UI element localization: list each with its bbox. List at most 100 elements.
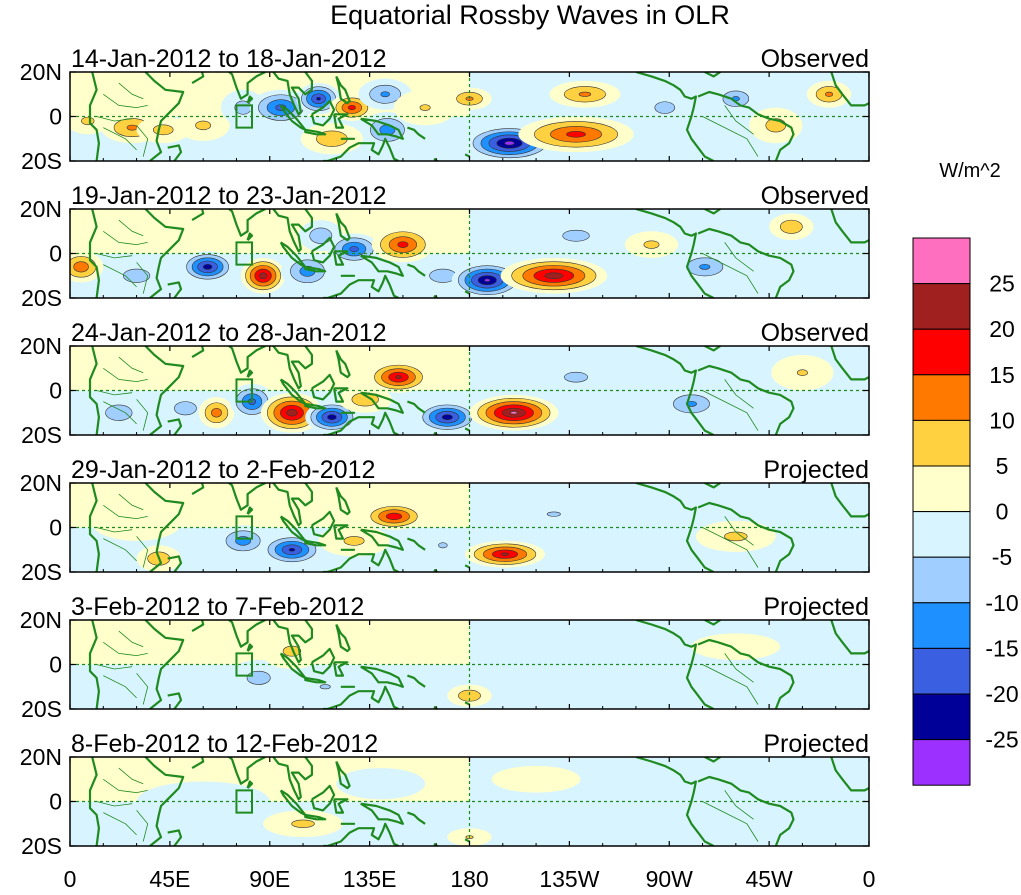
coastline	[360, 254, 404, 277]
panel-date-range: 3-Feb-2012 to 7-Feb-2012	[71, 593, 364, 621]
reference-box	[235, 241, 253, 266]
anomaly-contour	[504, 140, 515, 146]
coastline	[279, 789, 307, 816]
anomaly	[109, 262, 164, 290]
coastline	[88, 72, 100, 161]
coastline	[335, 624, 351, 653]
coastline	[88, 620, 100, 709]
anomaly	[638, 92, 692, 124]
anomaly	[806, 80, 852, 108]
colorbar-swatch	[912, 465, 971, 513]
anomaly	[491, 637, 670, 683]
anomaly-contour	[510, 411, 518, 415]
country-border	[136, 399, 149, 431]
colorbar-label: 0	[996, 499, 1009, 525]
anomaly-contour	[796, 369, 808, 376]
y-tick-label: 0	[49, 241, 62, 267]
y-tick-label: 20S	[21, 285, 62, 311]
anomaly	[469, 394, 559, 431]
country-border	[118, 630, 144, 648]
coastline	[704, 757, 721, 763]
coastline	[433, 842, 440, 846]
colorbar-label: -15	[985, 635, 1018, 661]
anomaly-contour	[347, 105, 356, 111]
coastline	[464, 427, 471, 432]
coastline	[323, 685, 399, 709]
anomaly-contour	[343, 536, 365, 546]
coastline	[697, 227, 795, 298]
coastline	[830, 757, 869, 792]
anomaly-contour	[395, 375, 402, 379]
coastline	[271, 72, 313, 116]
panel-status: Observed	[761, 45, 869, 73]
anomaly	[518, 116, 634, 153]
coastline	[191, 483, 205, 496]
y-tick-label: 20N	[20, 59, 62, 85]
coastline	[216, 757, 266, 785]
coastline	[830, 620, 869, 655]
country-border	[724, 653, 754, 683]
coastline	[144, 346, 185, 435]
coastline	[271, 757, 313, 801]
coastline	[464, 838, 470, 843]
coastline	[88, 209, 100, 298]
coastline	[310, 99, 336, 127]
coastline	[360, 802, 404, 825]
coastline	[271, 483, 313, 527]
anomaly-contour	[654, 101, 676, 114]
anomaly-contour	[825, 91, 834, 97]
country-border	[96, 527, 133, 533]
anomaly-contour	[544, 272, 564, 280]
colorbar-swatch	[912, 739, 971, 786]
coastline	[246, 95, 254, 104]
anomaly	[465, 540, 545, 568]
country-border	[103, 538, 137, 562]
coastline	[333, 798, 349, 814]
coastline	[216, 346, 266, 374]
colorbar-swatch	[912, 511, 971, 558]
anomaly-contour	[259, 272, 268, 280]
anomaly	[74, 633, 155, 661]
coastline	[333, 387, 349, 403]
coastline	[407, 126, 426, 140]
reference-box	[235, 515, 253, 540]
anomaly-contour	[385, 512, 403, 521]
coastline	[335, 212, 351, 242]
anomaly-contour	[491, 637, 670, 683]
coastline	[333, 113, 349, 129]
coastline	[360, 391, 404, 414]
anomaly-contour	[152, 124, 174, 136]
coastline	[216, 209, 266, 237]
anomaly-contour	[349, 246, 359, 252]
panel-status: Observed	[761, 182, 869, 210]
anomaly	[338, 386, 392, 413]
anomaly-contour	[202, 263, 213, 270]
colorbar-swatch	[912, 602, 971, 649]
coastline	[697, 364, 795, 435]
anomaly	[92, 505, 181, 541]
coastline	[271, 209, 313, 253]
coastline	[830, 346, 869, 381]
colorbar-swatch	[912, 374, 971, 421]
coastline	[464, 564, 470, 569]
anomaly-contour	[564, 371, 588, 383]
coastline	[830, 209, 869, 244]
coastline	[191, 346, 205, 359]
panel-date-range: 14-Jan-2012 to 18-Jan-2012	[71, 45, 387, 73]
anomaly-contour	[441, 414, 453, 421]
country-border	[136, 262, 149, 294]
coastline	[310, 236, 336, 264]
country-border	[702, 390, 759, 431]
coastline	[433, 705, 440, 709]
coastline	[310, 510, 336, 538]
coastline	[304, 265, 327, 273]
panels-group: 20N 0 20S 14-Jan-2012 to 18-Jan-2012 Observe…	[20, 45, 870, 859]
coastline	[246, 780, 254, 789]
coastline	[830, 483, 869, 518]
panel-field	[70, 620, 869, 709]
coastline	[360, 117, 404, 140]
anomaly	[416, 529, 470, 561]
coastline	[88, 483, 100, 572]
anomaly-contour	[691, 633, 781, 661]
